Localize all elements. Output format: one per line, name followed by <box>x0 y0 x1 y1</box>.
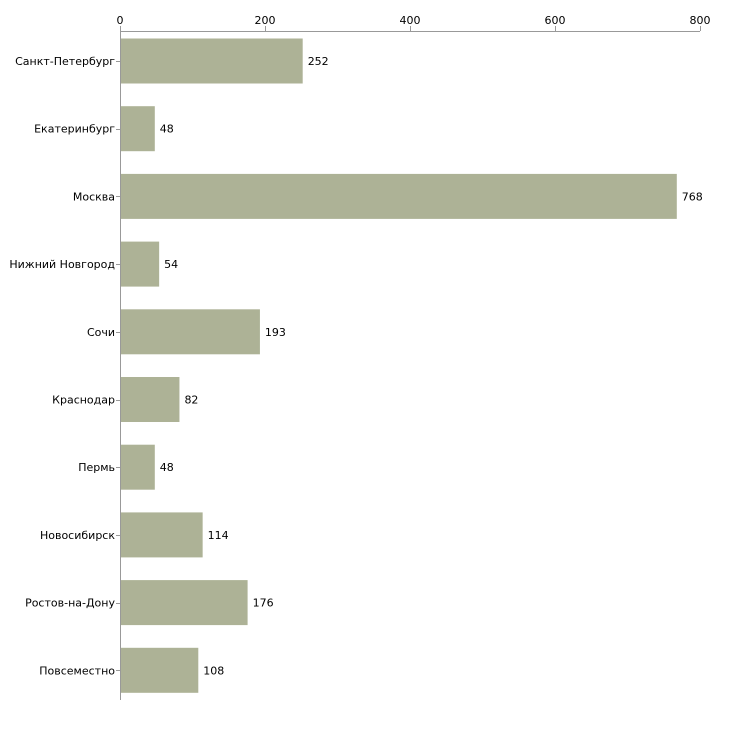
category-label: Пермь <box>78 461 115 474</box>
value-label: 48 <box>160 123 174 136</box>
bar <box>121 580 248 626</box>
value-label: 176 <box>253 597 274 610</box>
category-label: Екатеринбург <box>34 123 115 136</box>
x-tick-label: 800 <box>690 14 711 27</box>
value-label: 82 <box>184 394 198 407</box>
category-label: Москва <box>73 190 115 203</box>
value-label: 114 <box>208 529 229 542</box>
category-label: Нижний Новгород <box>9 258 115 271</box>
axis-layer: 0 200 400 600 800 <box>116 14 711 700</box>
bar <box>121 173 677 219</box>
bar <box>121 106 155 152</box>
bar <box>121 377 180 422</box>
labels-layer: Санкт-Петербург 252 Екатеринбург 48 Москва 76… <box>9 55 702 677</box>
category-label: Санкт-Петербург <box>15 55 115 68</box>
bar <box>121 647 199 693</box>
value-label: 48 <box>160 461 174 474</box>
x-tick-label: 400 <box>400 14 421 27</box>
bar <box>121 444 155 490</box>
x-tick-label: 600 <box>545 14 566 27</box>
category-label: Ростов-на-Дону <box>25 597 115 610</box>
value-label: 768 <box>682 190 703 203</box>
bars-layer <box>121 38 677 693</box>
value-label: 252 <box>308 55 329 68</box>
bar <box>121 512 203 558</box>
bar <box>121 309 260 355</box>
x-tick-label: 0 <box>117 14 124 27</box>
category-label: Краснодар <box>52 394 115 407</box>
value-label: 54 <box>164 258 178 271</box>
category-label: Новосибирск <box>40 529 115 542</box>
bar <box>121 241 160 287</box>
category-label: Повсеместно <box>39 664 115 677</box>
category-label: Сочи <box>87 326 115 339</box>
bar <box>121 38 303 84</box>
value-label: 193 <box>265 326 286 339</box>
value-label: 108 <box>203 664 224 677</box>
x-tick-label: 200 <box>255 14 276 27</box>
